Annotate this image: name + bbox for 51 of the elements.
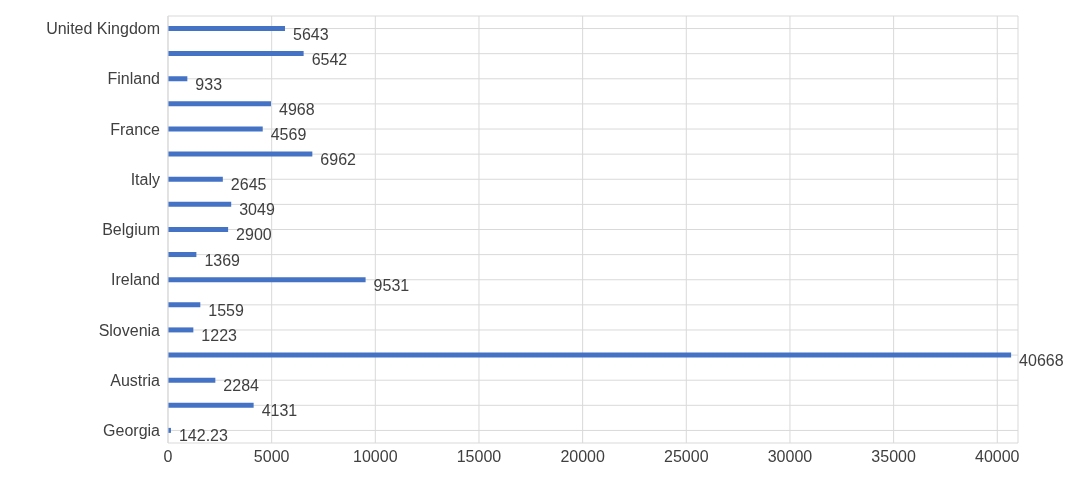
data-label: 6542 [311,50,348,68]
y-tick-label: Austria [110,371,161,389]
bar [168,402,254,408]
data-label: 6962 [320,151,357,169]
x-tick-label: 15000 [456,448,502,466]
bar [168,377,216,383]
data-label: 2900 [236,226,272,244]
data-label: 2284 [223,377,260,395]
bar [168,126,263,132]
data-label: 2645 [230,176,267,194]
data-label: 5643 [292,25,329,43]
y-tick-label: Italy [130,170,160,188]
x-tick-label: 20000 [560,448,605,466]
bar [168,252,197,258]
y-tick-label: Belgium [102,221,160,239]
y-tick-label: Georgia [103,422,161,440]
x-tick-label: 25000 [664,448,709,466]
x-tick-label: 5000 [253,448,290,466]
x-tick-label: 0 [163,448,173,466]
bar [168,352,1012,358]
bar [168,76,188,82]
bar [168,201,232,207]
y-tick-label: France [110,120,161,138]
data-label: 4569 [270,125,307,143]
data-label: 4968 [279,100,315,118]
bar [168,277,366,283]
data-label: 142.23 [178,427,228,445]
bar [168,101,271,107]
x-tick-label: 35000 [871,448,916,466]
data-label: 4131 [261,402,298,420]
bar [168,226,229,232]
bar [168,302,201,308]
data-label: 933 [195,75,223,93]
data-label: 1223 [201,326,238,344]
y-tick-label: United Kingdom [46,20,160,38]
y-tick-label: Finland [107,70,160,88]
data-label: 3049 [239,201,275,219]
bar [168,327,194,333]
x-tick-label: 10000 [353,448,398,466]
data-label: 9531 [373,276,410,294]
y-tick-label: Ireland [111,271,160,289]
x-tick-label: 40000 [975,448,1020,466]
data-label: 40668 [1019,352,1064,370]
bar [168,151,313,157]
bar [168,176,223,182]
bar [168,51,304,57]
x-tick-label: 30000 [767,448,813,466]
y-tick-label: Slovenia [98,321,161,339]
data-label: 1369 [204,251,241,269]
bar [168,26,285,31]
data-label: 1559 [208,301,245,319]
